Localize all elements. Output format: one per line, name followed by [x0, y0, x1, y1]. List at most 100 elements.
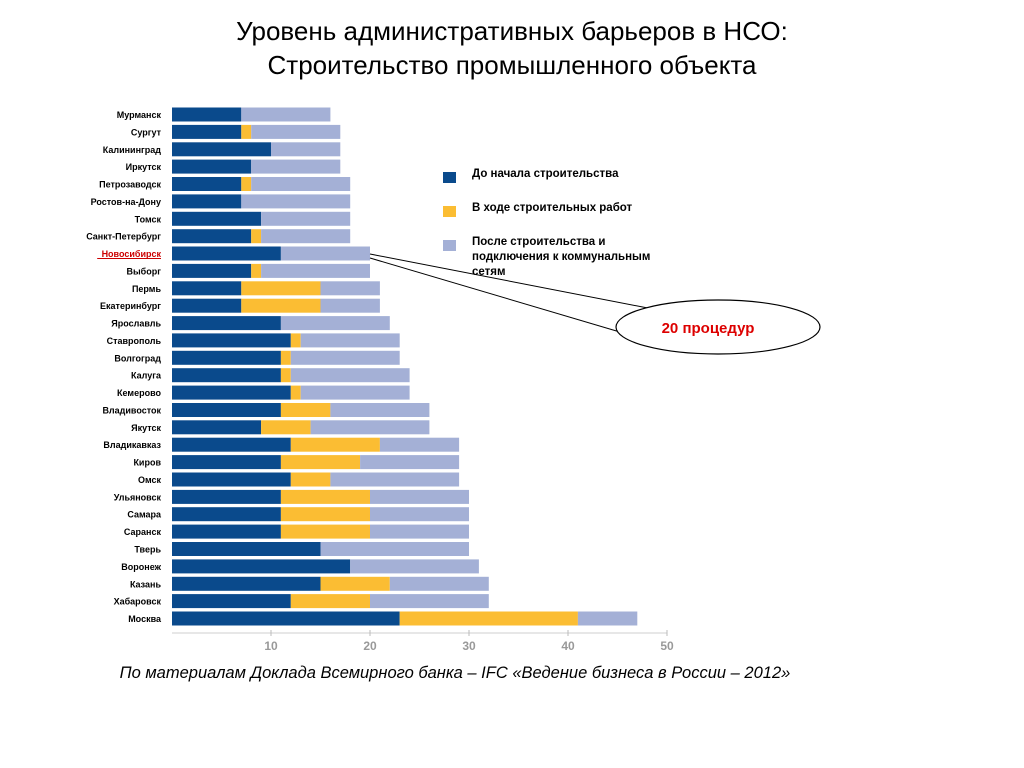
bar-segment-before [172, 177, 242, 191]
category-label: Калининград [103, 145, 162, 155]
bar-segment-after [350, 559, 479, 574]
title-line-1: Уровень административных барьеров в НСО: [236, 16, 788, 46]
category-label: Якутск [131, 423, 161, 433]
legend-label-after: сетям [472, 266, 506, 278]
bar-segment-before [172, 124, 242, 139]
bar-segment-after [290, 368, 410, 383]
category-label: Калуга [131, 371, 162, 381]
bar-segment-before [172, 507, 281, 522]
bar-segment-after [389, 576, 489, 591]
bar-segment-during [241, 124, 252, 139]
category-label: Кемерово [117, 388, 161, 398]
legend-swatch-during [443, 206, 456, 217]
category-label: Санкт-Петербург [86, 232, 161, 242]
bar-segment-during [280, 524, 370, 539]
category-label: Томск [135, 214, 162, 224]
bar-segment-after [379, 437, 460, 452]
bar-segment-during [280, 403, 331, 417]
bar-segment-before [172, 229, 252, 244]
bar-segment-before [172, 576, 321, 591]
legend-label-before: До начала строительства [472, 168, 619, 180]
category-label: Саранск [124, 527, 162, 537]
bar-segment-before [172, 246, 281, 261]
bar-segment-after [241, 194, 351, 209]
bar-segment-before [172, 437, 291, 452]
bar-segment-before [172, 559, 351, 574]
x-axis: 10 20 30 40 50 [172, 630, 674, 653]
bar-segment-before [172, 594, 291, 609]
bar-segment-during [261, 420, 311, 435]
category-label: Владикавказ [103, 440, 161, 450]
bar-segment-during [290, 594, 370, 609]
bar-segment-during [290, 385, 301, 400]
bar-segment-after [320, 281, 380, 296]
category-label: Тверь [134, 545, 161, 555]
bar-segment-after [261, 263, 370, 278]
bar-segment-during [280, 455, 361, 470]
bar-segment-before [172, 298, 242, 313]
callout: 20 процедур [369, 253, 821, 355]
bar-segment-before [172, 489, 281, 504]
bar-segment-after [310, 420, 430, 435]
category-label: Хабаровск [114, 597, 162, 607]
bar-segment-before [172, 316, 281, 331]
bar-segment-after [330, 403, 430, 417]
bar-segment-after [241, 107, 331, 122]
legend-label-after: подключения к коммунальным [472, 251, 650, 263]
bar-segment-before [172, 455, 281, 470]
bar-segment-before [172, 542, 321, 556]
category-label: Самара [127, 510, 162, 520]
category-label: Киров [133, 458, 161, 468]
category-label: Ростов-на-Дону [91, 197, 161, 207]
category-label-highlighted: Новосибирск [102, 249, 162, 259]
category-label: Сургут [131, 127, 162, 137]
bar-segment-after [290, 350, 400, 365]
bar-segment-before [172, 403, 281, 417]
bar-segment-during [399, 611, 578, 626]
bar-segment-before [172, 263, 252, 278]
category-labels: Мурманск Сургут Калининград Иркутск Петрозав… [86, 110, 162, 624]
bar-segment-before [172, 142, 271, 157]
bar-segment-during [320, 576, 390, 591]
category-label: Москва [128, 614, 162, 624]
bar-segment-during [280, 368, 291, 383]
legend: До начала строительства В ходе строительн… [443, 168, 650, 278]
category-label: Ульяновск [114, 492, 162, 502]
bar-segment-after [300, 385, 410, 400]
category-label: Владивосток [102, 406, 161, 416]
bars-layer [172, 107, 638, 626]
bar-segment-after [370, 489, 469, 504]
x-tick-label: 20 [363, 639, 377, 653]
bar-segment-before [172, 281, 242, 296]
bar-segment-after [370, 524, 469, 539]
callout-pointer-upper [369, 253, 659, 311]
bar-segment-during [280, 489, 370, 504]
callout-ellipse [615, 299, 821, 355]
category-label: Екатеринбург [100, 301, 161, 311]
legend-label-after: После строительства и [472, 236, 605, 248]
legend-swatch-after [443, 240, 456, 251]
bar-segment-before [172, 211, 262, 226]
x-tick-label: 30 [462, 639, 476, 653]
bar-segment-after [320, 542, 469, 556]
bar-segment-before [172, 524, 281, 539]
bar-segment-before [172, 350, 281, 365]
bar-segment-after [251, 159, 341, 174]
source-note: По материалам Доклада Всемирного банка –… [119, 664, 791, 682]
bar-segment-after [251, 124, 341, 139]
bar-segment-during [241, 281, 321, 296]
bar-segment-after [370, 594, 489, 609]
bar-segment-during [290, 333, 301, 348]
bar-segment-after [280, 246, 370, 261]
bar-segment-before [172, 420, 262, 435]
category-label: Пермь [132, 284, 162, 294]
bar-segment-before [172, 472, 291, 487]
bar-segment-after [261, 229, 351, 244]
bar-segment-before [172, 107, 242, 122]
category-label: Ярославль [111, 319, 161, 329]
x-tick-label: 10 [264, 639, 278, 653]
bar-segment-before [172, 194, 242, 209]
bar-segment-before [172, 368, 281, 383]
x-tick-label: 50 [660, 639, 674, 653]
